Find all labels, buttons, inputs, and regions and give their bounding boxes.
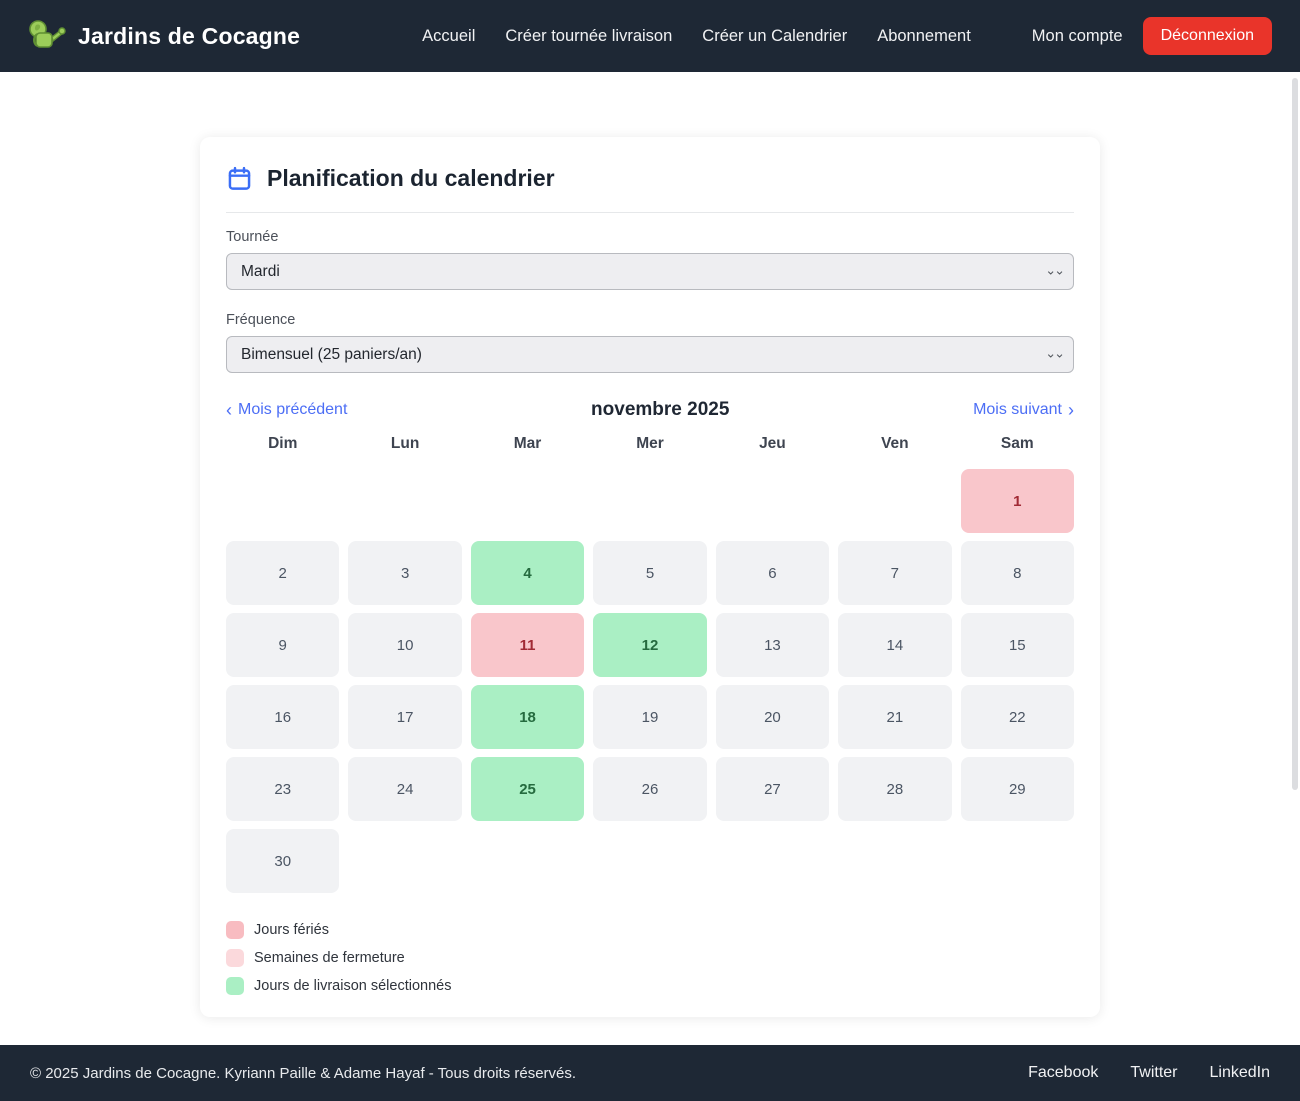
legend-label: Jours fériés bbox=[254, 922, 329, 938]
legend-swatch bbox=[226, 977, 244, 995]
calendar-day-25[interactable]: 25 bbox=[470, 757, 585, 821]
calendar-blank-cell bbox=[471, 469, 584, 533]
weekday-lun: Lun bbox=[390, 435, 420, 452]
chevron-down-icon: ⌄⌄ bbox=[1045, 345, 1065, 361]
calendar-day-21[interactable]: 21 bbox=[838, 685, 952, 749]
tournee-label: Tournée bbox=[226, 229, 279, 245]
calendar-day-4[interactable]: 4 bbox=[470, 541, 585, 605]
calendar-grid: 1 2 3 4 5 6 7 8 9 10 11 12 13 14 15 16 17 18 19 20 21 22 23 24 2… bbox=[226, 469, 1074, 893]
scrollbar[interactable] bbox=[1292, 78, 1298, 790]
prev-month-button[interactable]: ‹ Mois précédent bbox=[226, 400, 348, 420]
calendar-day-26[interactable]: 26 bbox=[593, 757, 707, 821]
weekday-jeu: Jeu bbox=[759, 435, 786, 452]
legend-swatch bbox=[226, 949, 244, 967]
footer: © 2025 Jardins de Cocagne. Kyriann Paill… bbox=[0, 1045, 1300, 1101]
calendar-day-14[interactable]: 14 bbox=[838, 613, 952, 677]
weekday-header-row: Dim Lun Mar Mer Jeu Ven Sam bbox=[226, 435, 1074, 453]
tournee-select-value: Mardi bbox=[241, 262, 280, 280]
calendar-day-19[interactable]: 19 bbox=[593, 685, 707, 749]
main-nav: Accueil Créer tournée livraison Créer un C… bbox=[422, 27, 971, 46]
legend: Jours fériés Semaines de fermeture Jours d… bbox=[226, 921, 1074, 995]
weekday-sam: Sam bbox=[1000, 435, 1034, 452]
calendar-day-24[interactable]: 24 bbox=[348, 757, 462, 821]
divider bbox=[226, 212, 1074, 213]
calendar-blank-cell bbox=[716, 469, 829, 533]
calendar-day-2[interactable]: 2 bbox=[226, 541, 340, 605]
calendar-day-6[interactable]: 6 bbox=[715, 541, 830, 605]
calendar-day-5[interactable]: 5 bbox=[593, 541, 707, 605]
legend-swatch bbox=[226, 921, 244, 939]
frequence-select-value: Bimensuel (25 paniers/an) bbox=[241, 345, 422, 363]
calendar-day-11[interactable]: 11 bbox=[470, 613, 585, 677]
planning-card: Planification du calendrier Tournée Mard… bbox=[200, 137, 1100, 1017]
calendar-day-17[interactable]: 17 bbox=[348, 685, 462, 749]
logout-button[interactable]: Déconnexion bbox=[1142, 17, 1272, 55]
calendar-day-9[interactable]: 9 bbox=[226, 613, 340, 677]
calendar-day-8[interactable]: 8 bbox=[960, 541, 1074, 605]
calendar-day-13[interactable]: 13 bbox=[715, 613, 830, 677]
tournee-select[interactable]: Mardi ⌄⌄ bbox=[226, 253, 1074, 290]
calendar-day-10[interactable]: 10 bbox=[348, 613, 462, 677]
footer-link-twitter[interactable]: Twitter bbox=[1130, 1064, 1178, 1081]
nav-item-abonnement[interactable]: Abonnement bbox=[877, 26, 971, 45]
calendar-day-12[interactable]: 12 bbox=[593, 613, 707, 677]
month-title: novembre 2025 bbox=[591, 399, 730, 420]
calendar-day-27[interactable]: 27 bbox=[715, 757, 830, 821]
legend-item: Jours fériés bbox=[226, 921, 1074, 939]
page-title: Planification du calendrier bbox=[267, 165, 555, 191]
nav-item-mon-compte[interactable]: Mon compte bbox=[1031, 26, 1123, 45]
chevron-right-icon: › bbox=[1067, 400, 1074, 420]
calendar-icon bbox=[226, 165, 253, 192]
calendar-day-20[interactable]: 20 bbox=[715, 685, 830, 749]
nav-item-cr-er-un-calendrier[interactable]: Créer un Calendrier bbox=[702, 26, 848, 45]
navbar: Jardins de Cocagne Accueil Créer tournée … bbox=[0, 0, 1300, 72]
chevron-down-icon: ⌄⌄ bbox=[1045, 262, 1065, 278]
nav-item-cr-er-tourn-e-livraison[interactable]: Créer tournée livraison bbox=[505, 26, 673, 45]
chevron-left-icon: ‹ bbox=[226, 400, 232, 420]
weekday-dim: Dim bbox=[268, 435, 298, 452]
weekday-mer: Mer bbox=[636, 435, 664, 452]
nav-item-accueil[interactable]: Accueil bbox=[422, 26, 476, 45]
brand[interactable]: Jardins de Cocagne bbox=[28, 19, 300, 53]
calendar-day-15[interactable]: 15 bbox=[960, 613, 1074, 677]
calendar-day-23[interactable]: 23 bbox=[226, 757, 340, 821]
calendar-day-18[interactable]: 18 bbox=[470, 685, 585, 749]
calendar-blank-cell bbox=[348, 469, 461, 533]
calendar-day-22[interactable]: 22 bbox=[960, 685, 1074, 749]
footer-link-facebook[interactable]: Facebook bbox=[1028, 1064, 1099, 1081]
calendar-day-1[interactable]: 1 bbox=[960, 469, 1074, 533]
legend-item: Semaines de fermeture bbox=[226, 949, 1074, 967]
main-content: Planification du calendrier Tournée Mard… bbox=[0, 72, 1300, 1017]
calendar-day-3[interactable]: 3 bbox=[348, 541, 462, 605]
calendar-blank-cell bbox=[593, 469, 706, 533]
watering-can-logo-icon bbox=[28, 19, 66, 53]
calendar-day-7[interactable]: 7 bbox=[838, 541, 952, 605]
legend-label: Jours de livraison sélectionnés bbox=[254, 978, 452, 994]
footer-link-linkedin[interactable]: LinkedIn bbox=[1209, 1064, 1271, 1081]
legend-label: Semaines de fermeture bbox=[254, 950, 405, 966]
calendar-day-29[interactable]: 29 bbox=[960, 757, 1074, 821]
legend-item: Jours de livraison sélectionnés bbox=[226, 977, 1074, 995]
next-month-button[interactable]: Mois suivant › bbox=[973, 400, 1074, 420]
calendar-day-16[interactable]: 16 bbox=[226, 685, 340, 749]
weekday-mar: Mar bbox=[513, 435, 542, 452]
frequence-label: Fréquence bbox=[226, 312, 296, 328]
calendar-blank-cell bbox=[838, 469, 951, 533]
calendar-blank-cell bbox=[226, 469, 339, 533]
footer-links: Facebook Twitter LinkedIn bbox=[1028, 1064, 1270, 1082]
copyright-text: © 2025 Jardins de Cocagne. Kyriann Paill… bbox=[30, 1064, 577, 1082]
frequence-select[interactable]: Bimensuel (25 paniers/an) ⌄⌄ bbox=[226, 336, 1074, 373]
calendar-day-28[interactable]: 28 bbox=[838, 757, 952, 821]
calendar-day-30[interactable]: 30 bbox=[226, 829, 340, 893]
weekday-ven: Ven bbox=[881, 435, 909, 452]
brand-title: Jardins de Cocagne bbox=[78, 22, 301, 49]
